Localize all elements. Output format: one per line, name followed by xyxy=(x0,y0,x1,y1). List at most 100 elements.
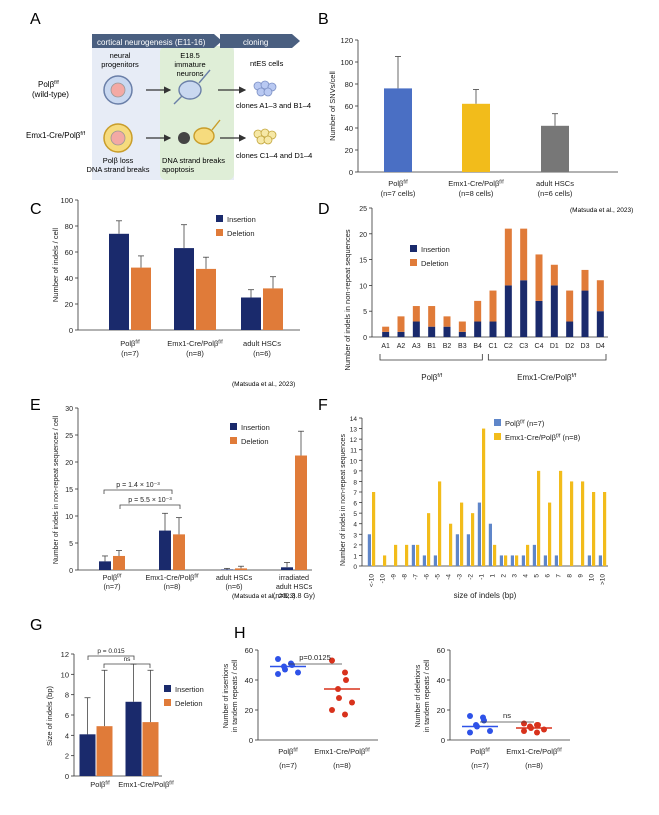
panel-a-schematic: cortical neurogenesis (E11-16) cloning n… xyxy=(26,34,312,180)
e-bar-insertion xyxy=(281,567,293,570)
panel-letter-c: C xyxy=(30,201,42,218)
c-legend-label: Deletion xyxy=(227,229,255,238)
b-y-tick-label: 80 xyxy=(345,80,353,89)
e-legend-swatch xyxy=(230,437,237,444)
e-y-tick-label: 30 xyxy=(65,406,73,413)
d-bar-insertion xyxy=(596,311,604,337)
c-bar-deletion xyxy=(196,268,216,330)
label-immature-2: immature xyxy=(174,60,205,69)
row2-note-mid-2: apoptosis xyxy=(162,165,194,174)
f-y-tick-label: 0 xyxy=(353,564,357,571)
panel-letter-g: G xyxy=(30,617,42,634)
c-y-tick-label: 80 xyxy=(65,222,73,231)
f-bar-cre xyxy=(449,523,453,566)
c-legend-label: Insertion xyxy=(227,215,256,224)
f-bar-cre xyxy=(471,513,475,566)
h1-point xyxy=(349,699,355,706)
h1-x-label: Emx1-Cre/Polβf/f xyxy=(314,747,370,756)
c-y-axis-title: Number of indels / cell xyxy=(51,228,60,303)
f-bar-cre xyxy=(581,481,585,566)
f-x-label: <-10 xyxy=(369,574,376,588)
chart-b-snvs: 0 20 40 60 80 100 120 Polβf/f(n=7 cells) Emx1-Cr… xyxy=(328,36,618,198)
progenitor-nucleus-icon xyxy=(110,82,126,98)
b-bar xyxy=(541,125,569,172)
c-x-label: (n=7) xyxy=(121,349,139,358)
d-group1-label: Polβf/f xyxy=(421,373,442,382)
d-x-label: C1 xyxy=(489,343,498,350)
h2-y-tick-label: 60 xyxy=(437,646,445,655)
f-bar-wt xyxy=(499,555,503,566)
e-legend-label: Deletion xyxy=(241,437,269,446)
f-bar-wt xyxy=(411,544,415,566)
banner-neurogenesis xyxy=(92,34,222,48)
d-y-tick-label: 10 xyxy=(359,283,367,290)
f-bar-cre xyxy=(603,492,607,566)
e-legend-label: Insertion xyxy=(241,423,270,432)
label-immature-3: neurons xyxy=(176,69,203,78)
g-sig-bracket-1-label: p = 0.015 xyxy=(97,648,125,655)
d-group2-label: Emx1-Cre/Polβf/f xyxy=(517,373,576,382)
f-bar-cre xyxy=(493,544,497,566)
f-bar-wt xyxy=(532,544,536,566)
b-x-label: Emx1-Cre/Polβf/f xyxy=(448,179,504,188)
b-source-note: (Matsuda et al., 2023) xyxy=(570,207,633,214)
h2-point xyxy=(467,729,473,736)
h2-y-tick-label: 20 xyxy=(437,706,445,715)
panel-letter-a: A xyxy=(30,11,41,28)
g-y-tick-label: 8 xyxy=(65,691,69,700)
f-bar-cre xyxy=(482,428,486,566)
c-bar-insertion xyxy=(241,297,261,330)
d-x-label: D2 xyxy=(565,343,574,350)
f-bar-wt xyxy=(543,555,547,566)
d-bar-deletion xyxy=(520,228,528,281)
f-y-tick-label: 9 xyxy=(353,469,357,476)
e-x-label: (n=6, 3.8 Gy) xyxy=(273,591,315,600)
g-y-tick-label: 4 xyxy=(65,731,69,740)
f-x-label: -7 xyxy=(413,574,420,580)
f-x-axis-title: size of indels (bp) xyxy=(454,591,517,600)
label-progenitors-2: progenitors xyxy=(101,60,139,69)
f-bar-cre xyxy=(438,481,442,566)
d-legend-label: Insertion xyxy=(421,245,450,254)
f-bar-cre xyxy=(548,502,552,566)
f-bar-wt xyxy=(367,534,371,566)
f-legend-swatch xyxy=(494,419,501,426)
e-x-label: (n=8) xyxy=(164,582,181,591)
f-bar-wt xyxy=(466,534,470,566)
d-bar-insertion xyxy=(520,280,528,337)
h2-x-label: Polβf/f xyxy=(470,747,490,756)
f-bar-cre xyxy=(559,470,563,566)
e-bar-insertion xyxy=(99,561,111,570)
f-bar-cre xyxy=(427,513,431,566)
h2-y-tick-label: 40 xyxy=(437,676,445,685)
h2-sig-label: ns xyxy=(503,711,511,720)
f-y-tick-label: 13 xyxy=(350,427,358,434)
f-y-tick-label: 1 xyxy=(353,553,357,560)
b-x-label: (n=6 cells) xyxy=(538,189,573,198)
g-bar-insertion xyxy=(125,701,142,776)
c-x-label: (n=6) xyxy=(253,349,271,358)
h2-y-axis-title: Number of deletions xyxy=(415,664,422,727)
d-bar-deletion xyxy=(596,280,604,312)
d-x-label: B4 xyxy=(473,343,482,350)
h1-sig-label: p=0.0125 xyxy=(299,653,331,662)
h1-y-tick-label: 40 xyxy=(245,676,253,685)
label-ntes: ntES cells xyxy=(250,59,284,68)
h1-y-axis-title: Number of insertions xyxy=(223,663,230,728)
row2-note-left-2: DNA strand breaks xyxy=(87,165,150,174)
h2-y-axis-title: in tandem repeats / cell xyxy=(424,659,431,732)
row2-note-left-1: Polβ loss xyxy=(103,156,134,165)
d-bar-deletion xyxy=(504,228,512,286)
zone-immature xyxy=(160,46,234,180)
panel-letter-d: D xyxy=(318,201,330,218)
g-x-label: Emx1-Cre/Polβf/f xyxy=(118,780,174,789)
h2-point xyxy=(534,729,540,736)
g-y-tick-label: 12 xyxy=(61,650,69,659)
f-bar-wt xyxy=(510,555,514,566)
g-y-tick-label: 0 xyxy=(65,772,69,781)
h1-point xyxy=(295,669,301,676)
d-x-label: A3 xyxy=(412,343,421,350)
b-x-label: adult HSCs xyxy=(536,179,574,188)
g-bar-deletion xyxy=(96,726,113,776)
